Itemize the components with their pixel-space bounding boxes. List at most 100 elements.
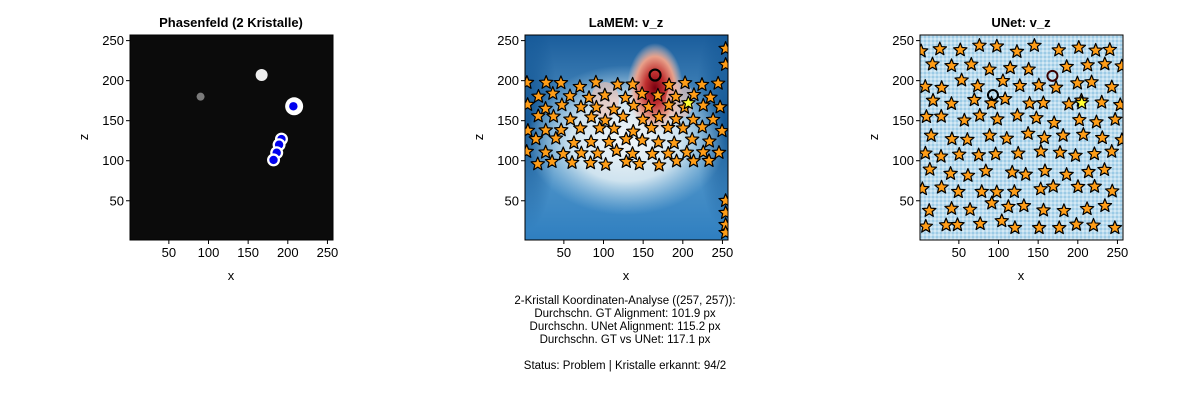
detection-star xyxy=(1061,96,1077,111)
detection-star xyxy=(995,73,1011,88)
detection-star xyxy=(525,144,534,158)
detection-star xyxy=(1048,79,1064,94)
detection-star xyxy=(1104,143,1119,158)
detection-star xyxy=(978,163,994,178)
y-tick-label: 150 xyxy=(102,113,124,128)
detection-star xyxy=(610,76,625,91)
detection-star xyxy=(1097,56,1113,71)
detection-star xyxy=(1102,42,1118,56)
y-tick-label: 150 xyxy=(892,113,914,128)
y-tick-label: 100 xyxy=(102,153,124,168)
detection-star xyxy=(1074,95,1090,110)
detection-star xyxy=(964,56,979,71)
detection-star xyxy=(944,58,959,73)
detection-star xyxy=(696,144,711,159)
detection-star xyxy=(951,184,966,199)
detection-star xyxy=(677,75,693,90)
detection-star xyxy=(925,56,940,71)
detection-star xyxy=(597,87,613,102)
analysis-summary: 2-Kristall Koordinaten-Analyse ((257, 25… xyxy=(400,295,850,373)
detection-star xyxy=(982,127,997,142)
detection-star xyxy=(1056,203,1072,218)
detection-star xyxy=(635,112,651,126)
detection-star xyxy=(962,202,978,216)
detection-star xyxy=(1033,143,1049,158)
y-tick-label: 200 xyxy=(497,73,519,88)
detection-star xyxy=(920,43,929,58)
detection-star xyxy=(972,107,988,122)
detection-star xyxy=(684,131,700,146)
detection-star xyxy=(989,38,1005,53)
x-tick-label: 150 xyxy=(1027,245,1049,260)
panel3-frame xyxy=(919,34,1124,241)
summary-line-status: Status: Problem | Kristalle erkannt: 94/… xyxy=(523,360,727,372)
detection-star xyxy=(681,95,696,110)
summary-line-gt-vs-unet: Durchschn. GT vs UNet: 117.1 px xyxy=(539,334,711,346)
detection-star xyxy=(1001,199,1016,214)
detection-star xyxy=(714,123,728,138)
detection-star xyxy=(1097,198,1113,213)
detection-star xyxy=(641,99,656,114)
detection-star xyxy=(661,77,677,92)
x-tick-label: 50 xyxy=(952,245,966,260)
crystal-marker xyxy=(269,155,278,165)
detection-star xyxy=(1104,79,1120,94)
detection-star xyxy=(573,120,588,135)
x-tick-label: 250 xyxy=(712,245,734,260)
detection-star xyxy=(619,154,634,168)
detection-star xyxy=(1004,164,1020,179)
detection-star xyxy=(1036,202,1051,217)
detection-star xyxy=(994,213,1010,228)
detection-star xyxy=(1059,59,1074,74)
y-tick-label: 50 xyxy=(900,193,914,208)
detection-star xyxy=(1029,110,1044,125)
summary-line-heading: 2-Kristall Koordinaten-Analyse ((257, 25… xyxy=(514,295,736,307)
detection-star xyxy=(950,217,965,232)
detection-star xyxy=(954,72,969,87)
panel1-axes: 50 100 150 200 250 50 100 150 200 250 xyxy=(102,33,338,260)
detection-star xyxy=(705,112,721,126)
detection-star xyxy=(651,157,667,172)
panel2-xlabel: x xyxy=(623,268,630,283)
x-tick-label: 50 xyxy=(162,245,176,260)
crystal-ring xyxy=(986,89,999,102)
detection-star xyxy=(974,184,989,199)
detection-star xyxy=(1084,74,1099,89)
detection-star xyxy=(951,146,967,161)
y-tick-label: 50 xyxy=(505,193,519,208)
detection-star xyxy=(606,101,622,116)
detection-star xyxy=(1070,179,1086,194)
detection-star xyxy=(702,133,717,148)
panel1-markers xyxy=(267,99,300,167)
detection-star xyxy=(531,108,546,123)
detection-star xyxy=(957,112,972,127)
detection-star xyxy=(711,145,727,159)
summary-line-gt: Durchschn. GT Alignment: 101.9 px xyxy=(534,308,716,320)
detection-star xyxy=(1037,130,1052,145)
detection-star xyxy=(1037,163,1053,178)
detection-star xyxy=(1051,220,1067,235)
y-tick-label: 250 xyxy=(102,33,124,48)
detection-star xyxy=(538,101,553,115)
detection-star xyxy=(1088,42,1103,57)
x-tick-label: 150 xyxy=(632,245,654,260)
detection-star xyxy=(615,109,631,123)
detection-star xyxy=(644,120,659,135)
panel1-ylabel: z xyxy=(76,134,91,141)
detection-star xyxy=(1052,145,1068,159)
detection-star xyxy=(626,98,642,113)
detection-star xyxy=(1018,166,1033,181)
y-tick-label: 150 xyxy=(497,113,519,128)
detection-star xyxy=(1086,217,1101,232)
detection-star xyxy=(934,179,949,194)
detection-star xyxy=(1055,127,1071,142)
summary-line-unet: Durchschn. UNet Alignment: 115.2 px xyxy=(529,321,721,333)
detection-star xyxy=(696,97,711,112)
detection-star xyxy=(564,155,580,169)
detection-star xyxy=(555,146,571,161)
detection-star xyxy=(922,161,938,176)
detection-star xyxy=(970,78,985,93)
panel1-heatmap xyxy=(130,35,333,240)
panel1-frame xyxy=(129,34,334,241)
detection-star xyxy=(548,130,564,145)
